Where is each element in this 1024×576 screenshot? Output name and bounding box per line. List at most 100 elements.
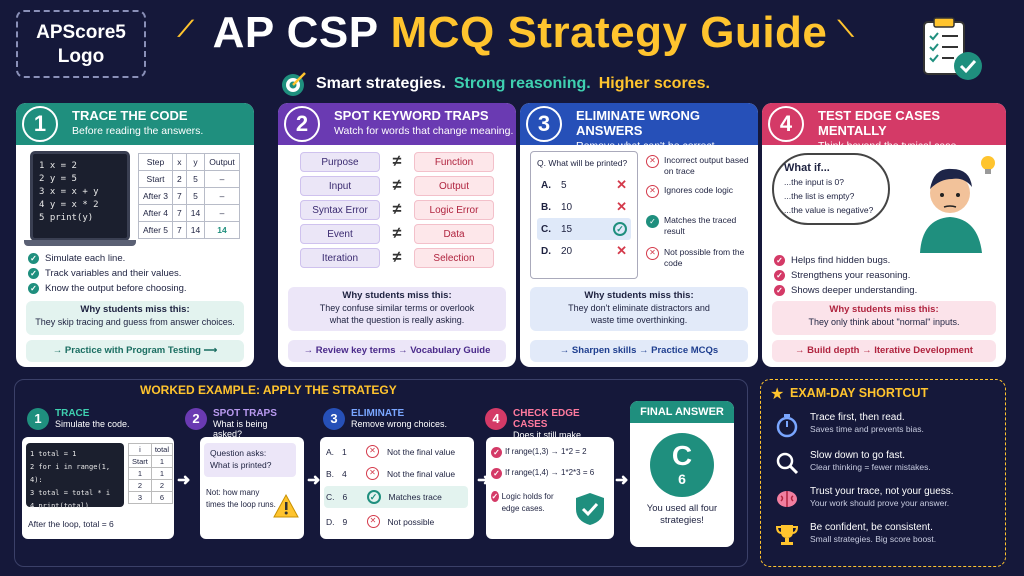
check-icon: ✓ [28, 283, 39, 294]
sparkle-icon: ⟍ [838, 16, 854, 41]
thinking-student-illustration [920, 156, 995, 253]
card-title: TRACE THE CODE [72, 108, 188, 123]
bubble-title: What if... [784, 162, 830, 174]
step-subtitle: Remove wrong choices. [351, 419, 448, 429]
table-cell: 14 [185, 204, 206, 222]
ask-label: Question asks: [210, 448, 267, 458]
tip-text: Saves time and prevents bias. [810, 424, 924, 434]
card-header: 1 TRACE THE CODE Before reading the answ… [16, 103, 254, 145]
final-answer-title: FINAL ANSWER [630, 401, 734, 423]
tip-text: Small strategies. Big score boost. [810, 534, 937, 544]
bubble-line: ...the input is 0? [784, 177, 845, 187]
star-icon: ★ [770, 386, 785, 403]
eliminate-row: A. 1 ✕ Not the final value [326, 445, 468, 458]
sparkle-icon: ⟋ [178, 16, 194, 41]
x-circle-icon: ✕ [646, 185, 659, 198]
code-line: 3 total = total * i [30, 489, 111, 497]
step-number: 4 [485, 408, 507, 430]
why-title: Why students miss this: [829, 304, 939, 315]
step-title: TRACE [55, 408, 90, 419]
card-trace-the-code: 1 TRACE THE CODE Before reading the answ… [16, 103, 254, 367]
table-header: Output [204, 153, 240, 171]
check-circle-icon: ✓ [646, 215, 659, 228]
question-asks-box: Question asks: What is printed? [204, 443, 296, 477]
option-reason: Matches trace [388, 492, 442, 502]
step-number: 3 [323, 408, 345, 430]
card-subtitle: Watch for words that change meaning. [334, 125, 514, 137]
why-title: Why students miss this: [80, 304, 190, 315]
option-value: 10 [561, 201, 573, 213]
card-header: 3 ELIMINATE WRONG ANSWERS Remove what ca… [520, 103, 758, 152]
table-row: After 5 7 14 14 [137, 221, 240, 239]
why-text: They only think about "normal" inputs. [808, 317, 960, 327]
keyword-right: Selection [414, 248, 494, 268]
code-line: 2 y = 5 [39, 174, 77, 184]
why-text: They don't eliminate distractors and [568, 303, 710, 313]
exam-day-title: EXAM-DAY SHORTCUT [790, 386, 929, 400]
list-item-label: Shows deeper understanding. [791, 285, 918, 296]
edge-case-row: ✓ If range(1,4) → 1*2*3 = 6 [491, 468, 594, 479]
subtitle-part2: Strong reasoning. [453, 75, 591, 92]
exam-tip: Trace first, then read. Saves time and pr… [774, 412, 998, 438]
table-cell: 7 [172, 221, 187, 239]
step-title: SPOT TRAPS [213, 408, 277, 419]
practice-link[interactable]: → Practice with Program Testing ⟶ [26, 340, 244, 362]
keyword-right: Output [414, 176, 494, 196]
step-subtitle: What is being asked? [213, 419, 268, 439]
check-circle-icon: ✓ [613, 222, 627, 236]
card-subtitle: Before reading the answers. [72, 125, 204, 137]
keyword-right: Logic Error [414, 200, 494, 220]
option-value: 1 [342, 446, 347, 457]
worked-step-eliminate: 3 ELIMINATE Remove wrong choices. [318, 403, 474, 539]
table-cell: 14 [204, 221, 240, 239]
card-title: TEST EDGE CASES MENTALLY [818, 108, 941, 138]
keyword-left: Iteration [300, 248, 380, 268]
not-equal-icon: ≠ [392, 249, 402, 266]
keyword-right: Function [414, 152, 494, 172]
trace-result: After the loop, total = 6 [28, 519, 114, 529]
edge-case-row: ✓ Logic holds for edge cases. [491, 491, 569, 515]
table-cell: 6 [150, 491, 174, 504]
edge-case-text: If range(1,4) → 1*2*3 = 6 [505, 468, 595, 477]
list-item: ✓ Simulate each line. [28, 251, 187, 266]
step-number: 4 [768, 106, 804, 142]
option-value: 5 [561, 179, 567, 191]
bubble-line: ...the value is negative? [784, 205, 874, 215]
keyword-pair: Event ≠ Data [300, 224, 494, 244]
page-title: AP CSP MCQ Strategy Guide [170, 8, 870, 58]
check-icon: ✓ [774, 285, 785, 296]
keyword-left: Syntax Error [300, 200, 380, 220]
table-cell: 5 [185, 170, 206, 188]
magnifier-icon [776, 452, 799, 475]
logo-line2: Logo [57, 46, 105, 67]
edge-case-text: Logic holds for edge cases. [501, 492, 554, 513]
final-answer-card: FINAL ANSWER C 6 You used all four strat… [630, 401, 734, 547]
list-item: ✓ Know the output before choosing. [28, 281, 187, 296]
laptop-code: 1 x = 2 2 y = 5 3 x = x + y 4 y = x * 2 … [30, 151, 130, 241]
x-circle-icon: ✕ [366, 445, 380, 458]
iterative-development-link[interactable]: → Build depth → Iterative Development [772, 340, 996, 362]
x-circle-icon: ✕ [646, 155, 659, 168]
check-icon: ✓ [28, 268, 39, 279]
table-cell: After 5 [137, 221, 174, 239]
bubble-line: ...the list is empty? [784, 191, 855, 201]
practice-mcqs-link[interactable]: → Sharpen skills → Practice MCQs [530, 340, 748, 362]
x-circle-icon: ✕ [646, 247, 659, 260]
final-value: 6 [678, 471, 686, 487]
not-equal-icon: ≠ [392, 177, 402, 194]
table-cell: 14 [185, 221, 206, 239]
table-cell: After 3 [137, 187, 174, 205]
table-header-row: i total [128, 443, 174, 456]
title-part2: MCQ Strategy Guide [390, 8, 828, 57]
table-cell: After 4 [137, 204, 174, 222]
final-answer-badge: C 6 [650, 433, 714, 497]
brain-icon [777, 491, 797, 507]
why-text: waste time overthinking. [590, 315, 688, 325]
why-text: They skip tracing and guess from answer … [35, 317, 235, 327]
worked-step-trace: 1 TRACE Simulate the code. [22, 403, 174, 539]
option-letter: A. [326, 446, 335, 457]
arrow-right-icon: ➜ [307, 472, 321, 489]
vocabulary-link[interactable]: → Review key terms → Vocabulary Guide [288, 340, 506, 362]
keyword-left: Event [300, 224, 380, 244]
